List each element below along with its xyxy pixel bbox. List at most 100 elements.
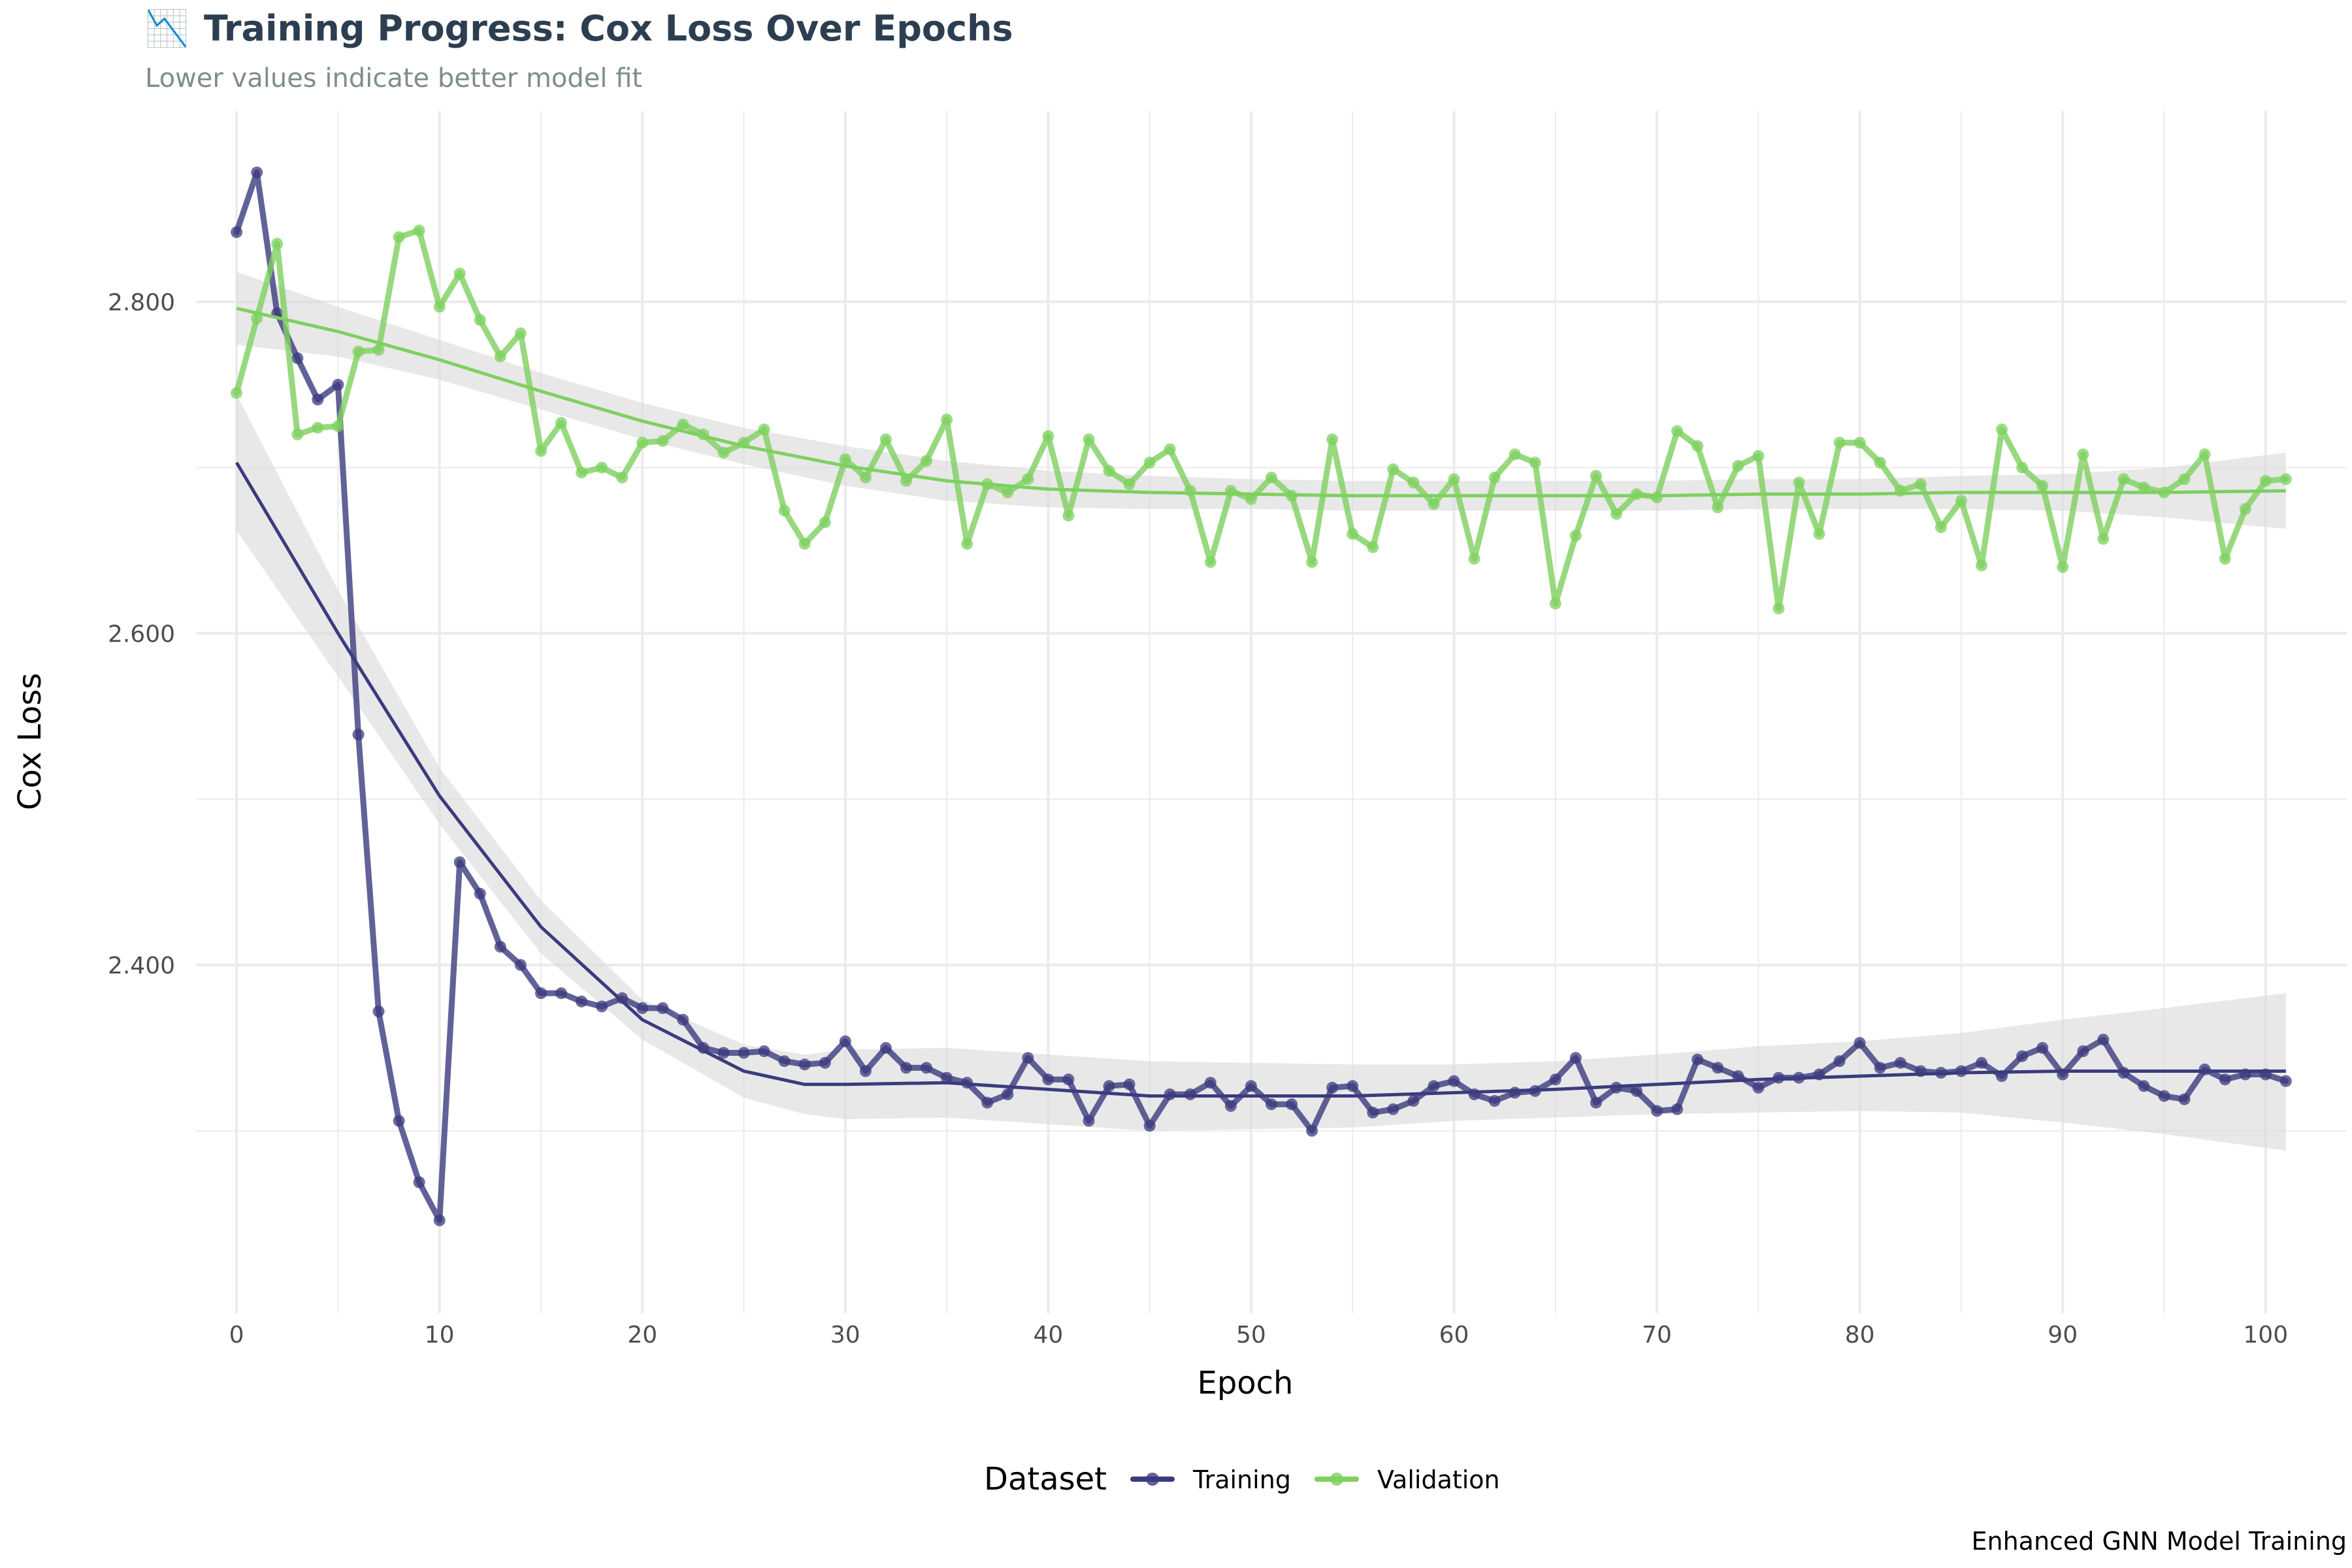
data-point-validation (1569, 529, 1582, 542)
data-point-validation (413, 224, 425, 237)
data-point-validation (1488, 471, 1501, 483)
data-point-validation (717, 446, 730, 459)
data-point-training (1022, 1052, 1034, 1064)
data-point-training (1976, 1056, 1987, 1069)
x-tick-label: 50 (1236, 1322, 1266, 1348)
data-point-training (1468, 1088, 1480, 1100)
data-point-validation (2016, 461, 2029, 474)
data-point-validation (393, 231, 405, 243)
x-axis-title: Epoch (1198, 1365, 1294, 1401)
data-point-validation (352, 346, 365, 357)
data-point-training (1062, 1073, 1075, 1086)
data-point-validation (1448, 473, 1460, 485)
data-point-training (717, 1047, 730, 1059)
data-point-validation (2259, 475, 2272, 487)
data-point-training (1569, 1052, 1582, 1064)
smooth-line-validation (236, 306, 2286, 498)
data-point-training (514, 959, 527, 971)
data-point-validation (677, 418, 689, 431)
data-point-training (535, 987, 547, 1000)
data-point-validation (900, 475, 912, 487)
x-tick-label: 0 (229, 1322, 244, 1348)
data-point-training (2219, 1073, 2231, 1086)
data-point-training (921, 1062, 932, 1074)
data-point-validation (433, 301, 446, 313)
data-point-validation (616, 471, 629, 483)
data-point-training (1367, 1106, 1379, 1119)
data-point-validation (1793, 476, 1805, 489)
data-point-training (2198, 1063, 2211, 1075)
data-point-training (657, 1002, 669, 1014)
data-point-validation (535, 445, 547, 457)
data-point-validation (636, 436, 649, 449)
series-line-validation (233, 227, 2289, 612)
data-point-training (859, 1065, 872, 1077)
data-point-training (555, 987, 567, 1000)
data-point-validation (1935, 521, 1947, 533)
data-point-training (2178, 1093, 2191, 1105)
data-point-training (1874, 1062, 1886, 1074)
x-tick-label: 60 (1439, 1322, 1469, 1348)
data-point-validation (1509, 448, 1521, 461)
data-point-training (1509, 1086, 1521, 1099)
data-point-training (291, 352, 304, 365)
data-point-training (413, 1176, 425, 1188)
data-point-training (1286, 1098, 1298, 1111)
data-point-validation (1022, 473, 1034, 485)
data-point-training (2016, 1050, 2029, 1062)
data-point-training (1347, 1080, 1359, 1092)
data-point-validation (657, 435, 669, 447)
data-point-validation (1062, 510, 1075, 522)
data-point-training (2158, 1090, 2170, 1102)
data-point-training (433, 1214, 446, 1226)
data-point-training (1266, 1098, 1277, 1111)
data-point-validation (2077, 448, 2089, 461)
data-point-training (1083, 1115, 1095, 1127)
x-tick-label: 70 (1642, 1322, 1672, 1348)
x-tick-label: 90 (2048, 1322, 2078, 1348)
data-point-validation (312, 421, 324, 434)
data-point-validation (1164, 443, 1176, 455)
data-point-training (231, 226, 243, 238)
chart-title: Training Progress: Cox Loss Over Epochs (204, 8, 1013, 49)
data-point-training (839, 1035, 851, 1047)
data-point-validation (1123, 478, 1135, 490)
data-point-training (778, 1055, 791, 1068)
y-tick-label: 2.400 (108, 953, 175, 979)
data-point-training (1712, 1062, 1724, 1074)
data-point-validation (1306, 556, 1318, 568)
data-point-training (1387, 1103, 1399, 1115)
data-point-training (1428, 1080, 1440, 1092)
data-point-validation (1042, 430, 1054, 442)
chart-subtitle: Lower values indicate better model fit (145, 63, 642, 93)
data-point-validation (372, 344, 385, 356)
chart-caption: Enhanced GNN Model Training (1971, 1527, 2347, 1556)
data-point-training (900, 1062, 912, 1074)
x-tick-label: 10 (425, 1322, 455, 1348)
x-tick-label: 40 (1033, 1322, 1063, 1348)
smooth-line-training (235, 461, 2286, 1098)
data-point-validation (332, 420, 344, 433)
x-tick-label: 30 (830, 1322, 860, 1348)
data-point-training (2077, 1045, 2089, 1057)
data-point-validation (1752, 449, 1765, 462)
grid (196, 111, 2347, 1313)
data-point-training (494, 941, 506, 953)
data-point-validation (1428, 498, 1440, 510)
data-point-validation (2117, 473, 2130, 485)
data-point-training (312, 393, 324, 406)
data-point-validation (1367, 541, 1379, 553)
legend-label-training: Training (1192, 1465, 1291, 1494)
data-point-training (636, 1002, 649, 1014)
data-point-validation (555, 417, 567, 429)
data-point-training (1448, 1075, 1460, 1087)
data-point-validation (758, 423, 770, 436)
data-point-validation (231, 387, 243, 399)
data-point-validation (1245, 493, 1257, 505)
data-point-training (2138, 1080, 2150, 1092)
data-point-training (2117, 1067, 2130, 1079)
data-point-training (1123, 1078, 1135, 1090)
data-point-training (758, 1045, 770, 1057)
data-point-validation (2138, 482, 2150, 494)
data-point-validation (1996, 423, 2008, 436)
